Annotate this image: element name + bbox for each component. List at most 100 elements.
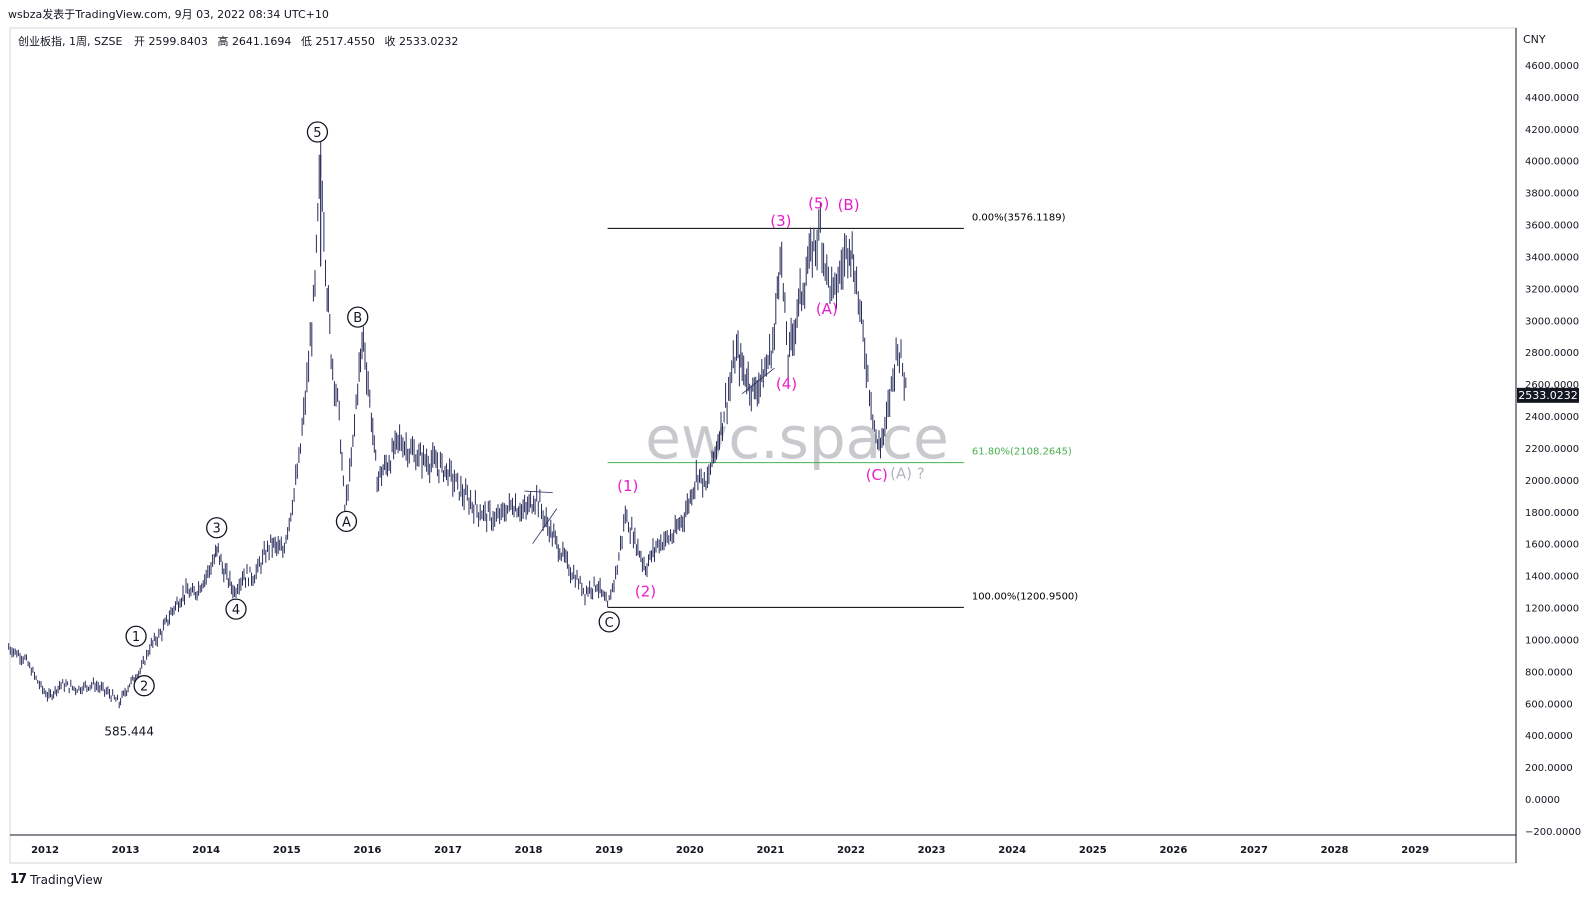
price-tick-label: 200.0000 [1525,763,1573,774]
currency-label: CNY [1523,33,1546,46]
high-value: 2641.1694 [232,35,292,48]
price-tick-label: 4600.0000 [1525,61,1579,72]
time-tick-label: 2015 [273,845,301,856]
time-tick-label: 2016 [353,845,381,856]
wave-circle [335,510,358,533]
wave-circle [225,598,247,620]
wave-label-circled: 5 [313,126,321,141]
wave-label-pink: (B) [838,196,860,214]
time-tick-label: 2025 [1079,845,1107,856]
price-tick-label: 1800.0000 [1525,508,1579,519]
time-tick-label: 2027 [1240,845,1268,856]
last-price-tag: 2533.0232 [1517,387,1579,403]
low-label: 低 [301,35,312,48]
wave-label-circled: C [605,616,614,631]
triangle-pattern-2018 [524,490,558,544]
price-tick-label: 4200.0000 [1525,125,1579,136]
price-tick-label: 1600.0000 [1525,540,1579,551]
low-value: 2517.4550 [315,35,375,48]
wave-circle [306,121,329,143]
wave-label-pink: (4) [776,375,797,393]
wave-label-circled: A [342,515,351,530]
wave-labels: 1 2 3 4 5 A B C (1) (2) (3) (4) (5) (B) (A) (C) (A) ? [125,121,925,697]
time-tick-label: 2019 [595,845,623,856]
wave-circle [125,625,147,647]
price-tick-label: −200.0000 [1525,827,1581,838]
ohlc-legend: 创业板指, 1周, SZSE 开 2599.8403 高 2641.1694 低… [18,34,458,48]
wave-circle [206,517,228,539]
price-tick-label: 3800.0000 [1525,189,1579,200]
price-tick-label: 1000.0000 [1525,635,1579,646]
time-tick-label: 2028 [1321,845,1349,856]
price-tick-label: 3600.0000 [1525,221,1579,232]
time-tick-label: 2012 [31,845,59,856]
chart-header: wsbza发表于TradingView.com, 9月 03, 2022 08:… [8,6,329,22]
time-tick-label: 2018 [515,845,543,856]
low-price-annotation: 585.444 [104,725,154,739]
time-tick-label: 2021 [756,845,784,856]
time-tick-label: 2014 [192,845,220,856]
open-value: 2599.8403 [148,35,208,48]
wave-label-pink: (3) [770,212,791,230]
wave-label-pink: (A) [816,300,838,318]
wave-label-circled: 3 [213,522,221,537]
price-tick-label: 1200.0000 [1525,604,1579,615]
wave-label-gray: (A) ? [890,464,925,482]
price-tick-label: 0.0000 [1525,795,1560,806]
wave-label-circled: 4 [232,603,240,618]
price-bars [8,137,907,709]
wave-label-pink: (1) [617,477,638,495]
price-tick-label: 4000.0000 [1525,157,1579,168]
wave-label-circled: B [353,311,362,326]
price-tick-label: 800.0000 [1525,667,1573,678]
time-tick-label: 2026 [1159,845,1187,856]
time-tick-label: 2013 [112,845,140,856]
tradingview-footer[interactable]: 17 TradingView [10,872,103,887]
wave-label-pink: (5) [808,195,829,213]
tradingview-brand: TradingView [30,872,103,887]
wave-label-pink: (2) [635,582,656,600]
high-label: 高 [217,34,228,48]
price-tick-label: 3200.0000 [1525,284,1579,295]
close-label: 收 [384,34,395,48]
wave-circle [133,675,155,697]
svg-text:创业板指, 1周, SZSE 开 2: 创业板指, 1周, SZSE 开 2599.8403 高 2641.1694 低… [18,34,458,48]
price-tick-label: 2200.0000 [1525,444,1579,455]
time-tick-label: 2022 [837,845,865,856]
tradingview-logo-icon: 17 [10,872,27,887]
wave-label-circled: 1 [132,630,140,645]
wave-label-pink: (C) [866,466,888,484]
time-tick-label: 2024 [998,845,1026,856]
triangle-pattern-2020 [741,367,775,395]
wave-circle [598,611,620,633]
fib-retracement: 0.00%(3576.1189) 61.80%(2108.2645) 100.00%… [607,212,1078,608]
price-tick-label: 2800.0000 [1525,348,1579,359]
close-value: 2533.0232 [399,35,459,48]
fib-level-label: 100.00%(1200.9500) [972,591,1078,602]
time-tick-label: 2029 [1401,845,1429,856]
time-tick-label: 2023 [918,845,946,856]
price-tick-label: 400.0000 [1525,731,1573,742]
price-tick-label: 2600.0000 [1525,380,1579,391]
price-tick-label: 4400.0000 [1525,93,1579,104]
wave-circle [347,306,369,328]
price-series [8,137,907,709]
price-tick-label: 2000.0000 [1525,476,1579,487]
published-info: wsbza发表于TradingView.com, 9月 03, 2022 08:… [8,8,329,21]
wave-label-circled: 2 [140,680,148,695]
time-tick-label: 2020 [676,845,704,856]
symbol-label: 创业板指, 1周, SZSE [18,34,122,48]
price-tick-label: 1400.0000 [1525,572,1579,583]
price-tick-label: 3400.0000 [1525,252,1579,263]
last-price-value: 2533.0232 [1518,389,1578,402]
price-tick-label: 3000.0000 [1525,316,1579,327]
price-tick-label: 600.0000 [1525,699,1573,710]
time-tick-label: 2017 [434,845,462,856]
fib-level-label: 0.00%(3576.1189) [972,212,1066,223]
open-label: 开 [134,35,145,48]
watermark-text: ewc.space [645,404,949,472]
time-axis[interactable]: 2012 2013 2014 2015 2016 2017 2018 2019 2020 2021… [31,845,1429,856]
price-axis[interactable]: −200.0000 0.0000 200.0000 400.0000 600.0000 8… [1525,61,1581,838]
fib-level-label: 61.80%(2108.2645) [972,447,1072,458]
